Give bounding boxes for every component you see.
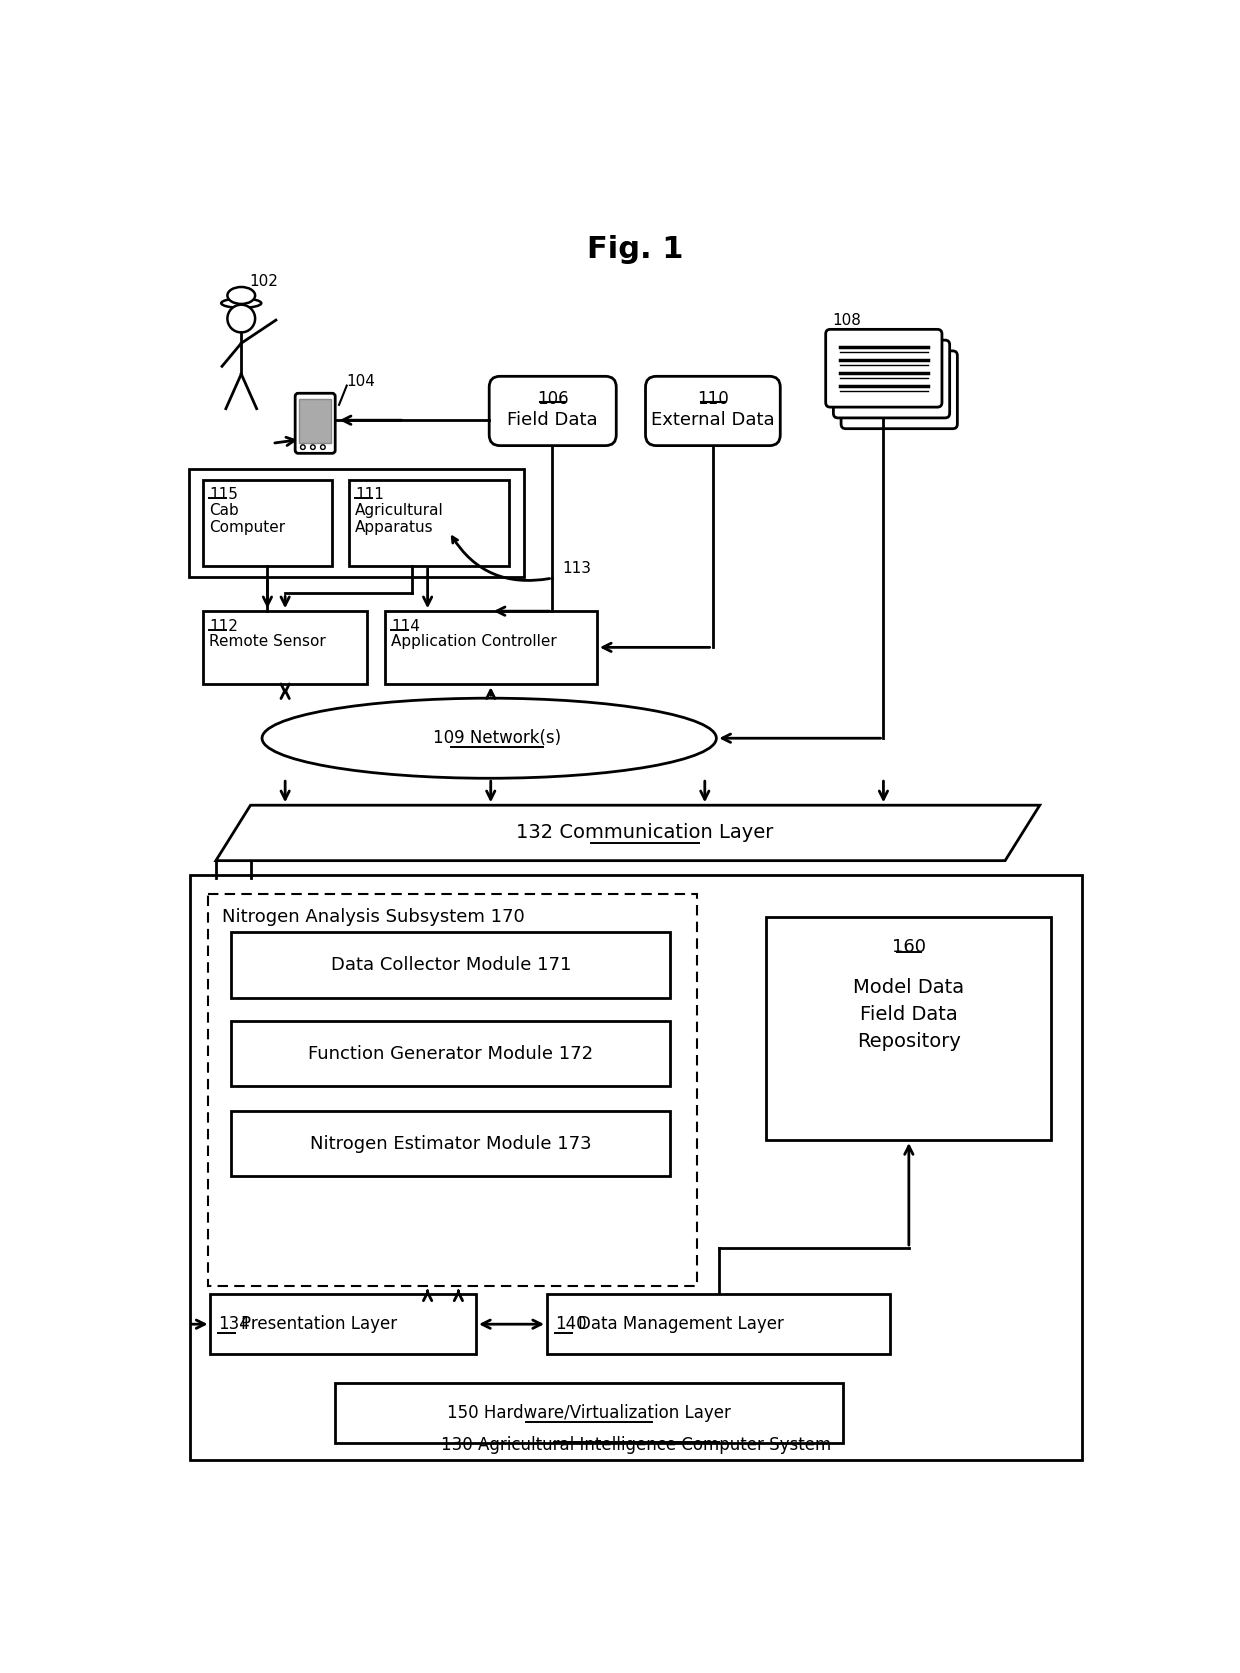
Circle shape <box>321 445 325 450</box>
Polygon shape <box>216 805 1040 860</box>
Text: 113: 113 <box>563 560 591 576</box>
Text: 111: 111 <box>355 487 384 502</box>
Text: Model Data: Model Data <box>853 979 965 997</box>
Text: Fig. 1: Fig. 1 <box>588 236 683 264</box>
Bar <box>208 893 697 1287</box>
FancyBboxPatch shape <box>841 351 957 428</box>
Bar <box>211 1295 476 1353</box>
Text: 134: 134 <box>218 1315 250 1333</box>
Ellipse shape <box>221 298 262 308</box>
Bar <box>547 1295 889 1353</box>
Text: Function Generator Module 172: Function Generator Module 172 <box>308 1044 593 1062</box>
Text: 108: 108 <box>832 313 861 328</box>
Circle shape <box>300 445 305 450</box>
Bar <box>231 1021 670 1086</box>
Text: 150 Hardware/Virtualization Layer: 150 Hardware/Virtualization Layer <box>448 1404 732 1422</box>
Text: 140: 140 <box>554 1315 587 1333</box>
Text: External Data: External Data <box>651 412 775 428</box>
Text: 112: 112 <box>208 619 238 634</box>
Bar <box>203 480 332 565</box>
FancyBboxPatch shape <box>833 340 950 418</box>
Text: 104: 104 <box>347 375 376 390</box>
Circle shape <box>310 445 315 450</box>
Bar <box>231 932 670 997</box>
Text: 110: 110 <box>697 390 729 408</box>
Ellipse shape <box>262 698 717 778</box>
Text: 132 Communication Layer: 132 Communication Layer <box>516 823 774 843</box>
Text: Repository: Repository <box>857 1032 961 1051</box>
Bar <box>386 611 596 684</box>
FancyBboxPatch shape <box>295 393 335 453</box>
Text: 115: 115 <box>208 487 238 502</box>
Text: Data Collector Module 171: Data Collector Module 171 <box>331 955 570 974</box>
Bar <box>203 611 367 684</box>
Text: Nitrogen Analysis Subsystem 170: Nitrogen Analysis Subsystem 170 <box>222 908 525 925</box>
Text: 130 Agricultural Intelligence Computer System: 130 Agricultural Intelligence Computer S… <box>441 1435 831 1454</box>
Bar <box>350 480 510 565</box>
Bar <box>299 400 331 443</box>
Text: Application Controller: Application Controller <box>392 634 557 649</box>
Text: Cab: Cab <box>208 502 238 517</box>
Bar <box>191 875 1083 1461</box>
Bar <box>231 1111 670 1176</box>
Text: 102: 102 <box>249 274 278 289</box>
Text: 106: 106 <box>537 390 568 408</box>
Text: Remote Sensor: Remote Sensor <box>208 634 326 649</box>
Circle shape <box>227 304 255 333</box>
Text: Agricultural: Agricultural <box>355 502 444 517</box>
FancyBboxPatch shape <box>490 376 616 445</box>
Bar <box>188 468 523 577</box>
Text: Presentation Layer: Presentation Layer <box>242 1315 397 1333</box>
Bar <box>335 1382 843 1442</box>
Bar <box>766 917 1052 1141</box>
Text: 160: 160 <box>892 939 926 957</box>
FancyBboxPatch shape <box>826 330 942 407</box>
Text: Field Data: Field Data <box>861 1005 957 1024</box>
Text: 109 Network(s): 109 Network(s) <box>433 729 560 748</box>
Text: Apparatus: Apparatus <box>355 520 434 535</box>
Text: Nitrogen Estimator Module 173: Nitrogen Estimator Module 173 <box>310 1134 591 1153</box>
Text: Field Data: Field Data <box>507 412 598 428</box>
Ellipse shape <box>227 288 255 304</box>
Text: 114: 114 <box>392 619 420 634</box>
Text: Computer: Computer <box>208 520 285 535</box>
Text: Data Management Layer: Data Management Layer <box>578 1315 784 1333</box>
FancyBboxPatch shape <box>646 376 780 445</box>
